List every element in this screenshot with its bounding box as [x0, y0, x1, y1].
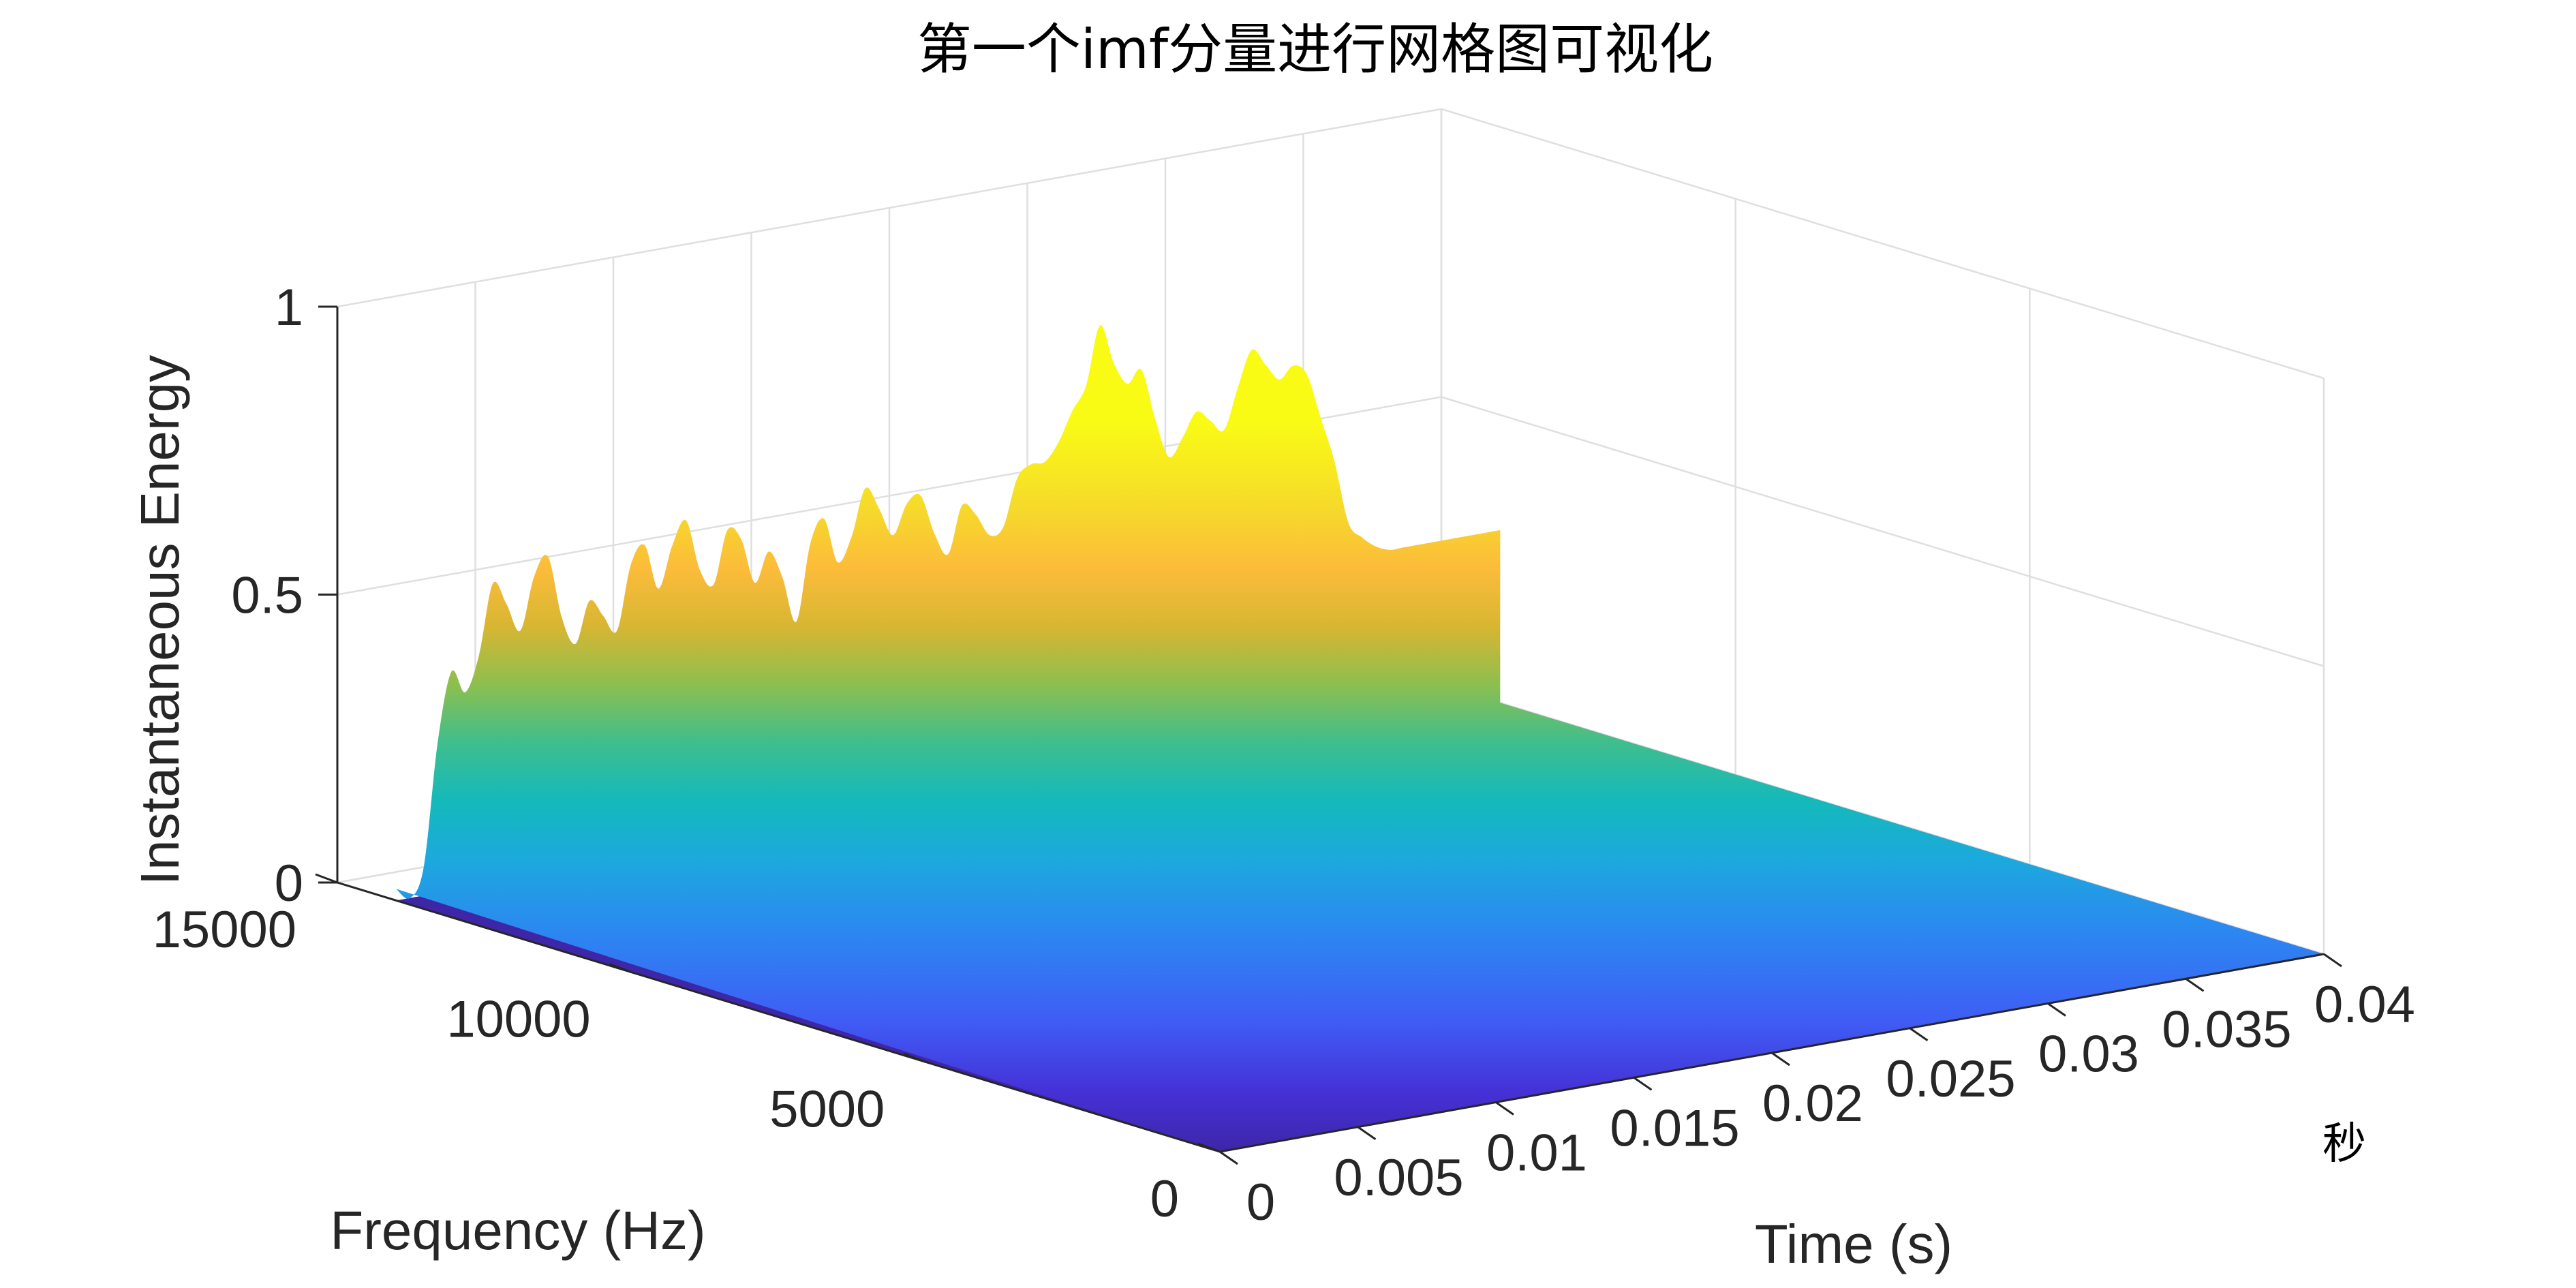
x-tick	[1909, 1027, 1929, 1041]
energy-surface	[396, 324, 2325, 1152]
x-axis-label: Time (s)	[1755, 1214, 1952, 1274]
x-tick-label: 0.025	[1886, 1050, 2015, 1108]
grid-line-side-z	[1441, 108, 2325, 380]
y-tick	[1197, 1142, 1221, 1153]
x-tick	[1495, 1101, 1514, 1116]
x-tick	[1633, 1077, 1653, 1091]
x-tick	[1219, 1150, 1238, 1165]
x-tick-label: 0.04	[2314, 976, 2415, 1034]
y-tick-label: 15000	[153, 901, 296, 959]
x-tick-label: 0.03	[2038, 1026, 2139, 1084]
z-axis-label: Instantaneous Energy	[129, 355, 190, 885]
y-tick-label: 0	[1150, 1170, 1179, 1228]
x-tick-label: 0	[1246, 1174, 1275, 1231]
x-tick-label: 0.015	[1610, 1099, 1739, 1157]
x-tick-label: 0.035	[2162, 1000, 2291, 1058]
x-unit-label: 秒	[2322, 1119, 2366, 1169]
x-tick	[2047, 1002, 2066, 1017]
x-tick	[1357, 1126, 1377, 1140]
z-tick-label: 1	[275, 279, 303, 337]
grid-line-side-z	[1441, 396, 2325, 667]
y-axis-label: Frequency (Hz)	[330, 1200, 705, 1261]
x-tick-label: 0.005	[1334, 1149, 1463, 1207]
y-tick	[609, 963, 632, 974]
x-tick-label: 0.01	[1486, 1124, 1587, 1182]
y-tick	[315, 873, 338, 884]
y-tick	[903, 1052, 926, 1063]
z-tick-label: 0.5	[231, 567, 303, 625]
grid-line-back-z	[337, 108, 1442, 308]
tick-labels: 0 0.005 0.01 0.015 0.02 0.025 0.03 0.035 0.04 0 50…	[153, 279, 2415, 1231]
x-tick	[2323, 953, 2342, 968]
y-tick-label: 10000	[446, 991, 590, 1049]
y-tick-label: 5000	[769, 1080, 885, 1138]
x-tick	[1771, 1052, 1790, 1067]
z-tick-label: 0	[275, 855, 303, 913]
x-tick	[2185, 978, 2205, 992]
y-axis-line	[337, 881, 1221, 1153]
x-tick-label: 0.02	[1762, 1075, 1863, 1133]
surface-plot	[396, 324, 2325, 1152]
chart-title: 第一个imf分量进行网格图可视化	[917, 18, 1713, 81]
